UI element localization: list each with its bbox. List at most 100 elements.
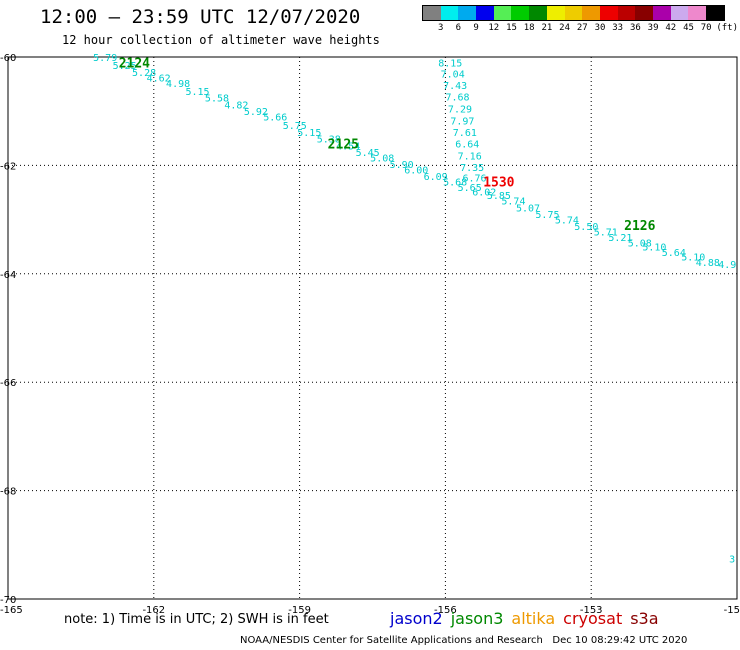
wave-height-value: 6.64 xyxy=(455,140,479,151)
wave-height-value: 5.21 xyxy=(608,233,632,244)
axis-ticks: -165 -162 -159 -156 -153 -15 -60 -62 -64 -66 -68 -7… xyxy=(0,53,740,616)
x-tick-label: -15 xyxy=(724,605,740,616)
wave-height-value: 5.74 xyxy=(555,216,579,227)
wave-height-value: 5.45 xyxy=(356,148,380,159)
pass-labels: 2124 2125 2126 1530 xyxy=(119,56,656,234)
wave-height-value: 7.97 xyxy=(450,116,474,127)
wave-height-value: 7.16 xyxy=(458,152,482,163)
color-scale-legend: 3 6 9 12 15 18 21 24 27 30 33 36 39 42 45 70 (ft) xyxy=(422,5,738,35)
pass-number-label: 1530 xyxy=(483,176,514,191)
wave-height-value: 5.90 xyxy=(390,160,414,171)
color-swatch xyxy=(440,6,459,20)
color-swatch xyxy=(617,6,636,20)
legend-label: 12 xyxy=(488,23,500,33)
satellite-name-jason3: jason3 xyxy=(450,609,504,628)
pass-number-label: 2124 xyxy=(119,56,150,71)
wave-height-value: 6.02 xyxy=(472,187,496,198)
wave-height-value: 5.08 xyxy=(370,153,394,164)
legend-label: 3 xyxy=(437,23,444,33)
plot-border xyxy=(7,56,738,600)
wave-height-value: 5.68 xyxy=(443,178,467,189)
legend-label: 6 xyxy=(455,23,462,33)
wave-height-value: 5.15 xyxy=(297,128,321,139)
wave-height-value: 4.98 xyxy=(166,79,190,90)
wave-height-value: 5.75 xyxy=(535,210,559,221)
color-swatch xyxy=(706,6,724,20)
wave-height-value: 6.76 xyxy=(463,173,487,184)
x-tick-label: -156 xyxy=(434,605,457,616)
color-swatch xyxy=(652,6,671,20)
legend-label: 42 xyxy=(665,23,677,33)
plot-frame xyxy=(7,56,738,600)
color-scale-labels: 3 6 9 12 15 18 21 24 27 30 33 36 39 42 45 70 (ft) xyxy=(422,21,738,35)
wave-height-value: 5.50 xyxy=(574,222,598,233)
wave-height-value: 5.65 xyxy=(458,183,482,194)
wave-height-value: 4.54 xyxy=(336,141,360,152)
color-swatch xyxy=(670,6,689,20)
footer-credit: NOAA/NESDIS Center for Satellite Applica… xyxy=(240,635,687,646)
satellite-name-s3a: s3a xyxy=(630,609,659,628)
credit-text: NOAA/NESDIS Center for Satellite Applica… xyxy=(240,635,543,646)
wave-height-value: 5.25 xyxy=(113,61,137,72)
color-swatch xyxy=(493,6,512,20)
satellite-name-altika: altika xyxy=(511,609,556,628)
wave-height-value: 5.10 xyxy=(642,243,666,254)
color-swatch xyxy=(476,6,494,20)
color-swatches xyxy=(422,5,725,21)
y-tick-label: -68 xyxy=(0,487,16,498)
wave-height-value: 5.92 xyxy=(244,107,268,118)
wave-height-value: 7.29 xyxy=(448,104,472,115)
wave-height-value: 7.68 xyxy=(446,93,470,104)
wave-height-value: 5.66 xyxy=(263,113,287,124)
satellite-legend: jason2 jason3 altika cryosat s3a xyxy=(390,609,667,628)
color-swatch xyxy=(582,6,600,20)
grid xyxy=(8,57,737,599)
color-swatch xyxy=(546,6,565,20)
x-tick-label: -162 xyxy=(142,605,165,616)
x-tick-label: -165 xyxy=(0,605,23,616)
wave-height-value: 5.75 xyxy=(283,121,307,132)
y-tick-label: -66 xyxy=(0,378,16,389)
satellite-name-cryosat: cryosat xyxy=(563,609,623,628)
page-title: 12:00 – 23:59 UTC 12/07/2020 xyxy=(40,6,361,28)
wave-height-value: 8.15 xyxy=(438,58,462,69)
x-tick-label: -153 xyxy=(580,605,603,616)
satellite-name-jason2: jason2 xyxy=(390,609,443,628)
wave-height-value: 4.62 xyxy=(147,74,171,85)
legend-label: 33 xyxy=(612,23,624,33)
legend-label: 27 xyxy=(576,23,588,33)
wave-height-value: 3 xyxy=(729,554,735,565)
wave-height-value: 4.9 xyxy=(718,260,736,271)
legend-label: 36 xyxy=(629,23,641,33)
legend-label: 30 xyxy=(594,23,606,33)
y-tick-label: -62 xyxy=(0,161,16,172)
color-swatch xyxy=(423,6,441,20)
wave-height-value: 5.58 xyxy=(205,94,229,105)
wave-height-value: 7.61 xyxy=(453,128,477,139)
legend-unit: (ft) xyxy=(716,23,739,33)
page-subtitle: 12 hour collection of altimeter wave hei… xyxy=(62,33,380,47)
wave-height-value: 5.74 xyxy=(501,197,525,208)
footer-note: note: 1) Time is in UTC; 2) SWH is in fe… xyxy=(64,612,329,627)
color-swatch xyxy=(564,6,583,20)
wave-height-value: 6.09 xyxy=(424,172,448,183)
color-swatch xyxy=(511,6,530,20)
pass-number-label: 2125 xyxy=(328,138,359,153)
wave-height-value: 5.64 xyxy=(662,248,686,259)
wave-height-value: 4.82 xyxy=(224,101,248,112)
y-tick-label: -60 xyxy=(0,53,16,64)
color-swatch xyxy=(529,6,547,20)
wave-height-value: 7.35 xyxy=(460,163,484,174)
pass-number-label: 2126 xyxy=(624,219,655,234)
wave-height-value: 5.10 xyxy=(681,252,705,263)
legend-label: 21 xyxy=(541,23,553,33)
legend-label: 15 xyxy=(506,23,517,33)
wave-height-value: 5.71 xyxy=(594,228,618,239)
wave-height-value: 7.04 xyxy=(441,69,465,80)
legend-label: 39 xyxy=(647,23,659,33)
x-tick-label: -159 xyxy=(288,605,311,616)
color-swatch xyxy=(458,6,477,20)
y-tick-label: -64 xyxy=(0,270,16,281)
legend-label: 45 xyxy=(683,23,694,33)
